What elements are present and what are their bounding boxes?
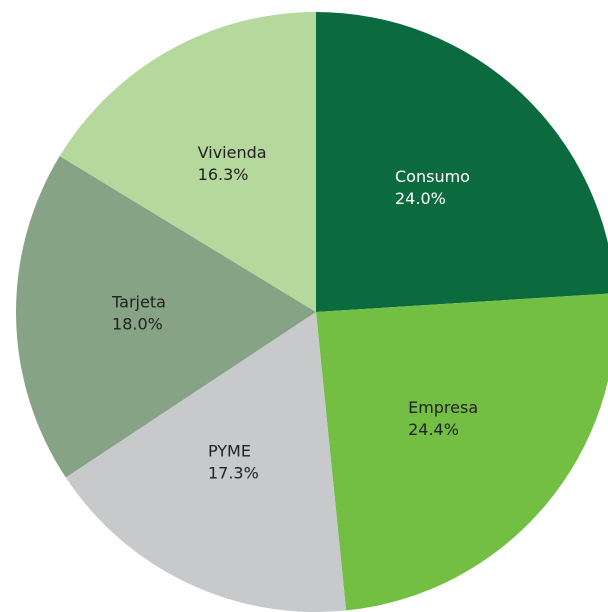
pie-slice (15, 156, 316, 478)
pie-slice (65, 312, 347, 612)
slice-label: Consumo (395, 167, 470, 186)
slice-value-label: 17.3% (208, 463, 259, 482)
pie-slice (59, 12, 317, 312)
slice-value-label: 16.3% (198, 165, 249, 184)
slice-value-label: 24.4% (408, 420, 459, 439)
slice-label: Tarjeta (111, 293, 166, 312)
slice-label: Vivienda (198, 143, 267, 162)
pie-slice (316, 12, 608, 312)
slice-label: PYME (208, 441, 251, 460)
slice-value-label: 24.0% (395, 189, 446, 208)
slice-label: Empresa (408, 398, 478, 417)
slice-value-label: 18.0% (112, 315, 163, 334)
pie-slice (316, 293, 608, 611)
